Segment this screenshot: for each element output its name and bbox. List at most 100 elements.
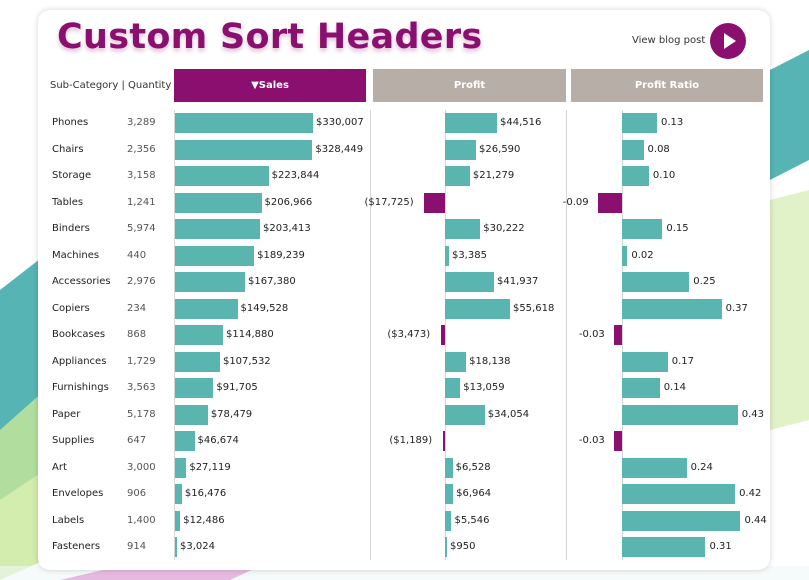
sales-bar: [175, 113, 313, 133]
profit-ratio-value-label: 0.31: [709, 541, 732, 552]
sales-bar: [175, 219, 261, 239]
sales-axis-line: [174, 110, 175, 560]
row-quantity: 906: [127, 488, 147, 499]
sales-value-label: $223,844: [271, 170, 320, 181]
profit-ratio-value-label: 0.42: [739, 488, 762, 499]
sales-bar: [175, 325, 224, 345]
sales-value-label: $189,239: [257, 249, 305, 261]
profit-ratio-value-label: 0.24: [690, 461, 713, 473]
row-quantity: 3,289: [127, 117, 156, 128]
sales-value-label: $206,966: [264, 196, 313, 208]
sales-bar: [175, 457, 187, 478]
profit-bar: [440, 325, 445, 345]
sales-value-label: $328,449: [315, 143, 364, 155]
profit-value-label: $55,618: [512, 302, 555, 314]
sort-header-profit-ratio[interactable]: Profit Ratio: [571, 69, 763, 102]
row-name: Furnishings: [52, 382, 109, 393]
profit-ratio-bar: [622, 166, 649, 186]
row-quantity: 3,000: [127, 461, 156, 473]
profit-bar: [424, 192, 445, 213]
row-header-label: Sub-Category | Quantity: [50, 80, 172, 91]
row-quantity: 3,563: [127, 382, 156, 393]
profit-bar: [445, 219, 481, 239]
profit-bar: [445, 457, 453, 478]
profit-ratio-value-label: 0.08: [647, 143, 670, 155]
profit-value-label: $44,516: [500, 117, 542, 128]
sales-value-label: $16,476: [184, 488, 227, 499]
view-blog-post-link[interactable]: View blog post: [632, 35, 706, 46]
profit-value-label: $3,385: [451, 249, 487, 261]
profit-zero-line: [445, 110, 446, 560]
profit-ratio-bar: [622, 537, 706, 557]
row-name: Storage: [52, 170, 92, 181]
profit-bar: [445, 537, 447, 557]
profit-ratio-value-label: -0.03: [578, 435, 605, 446]
profit-ratio-value-label: 0.02: [631, 249, 654, 261]
row-name: Binders: [52, 223, 90, 234]
sales-value-label: $203,413: [263, 223, 311, 234]
profit-ratio-bar: [622, 272, 690, 292]
profit-bar: [445, 378, 461, 398]
profit-value-label: $6,528: [455, 461, 491, 473]
profit-ratio-bar: [622, 113, 657, 133]
sales-bar: [175, 537, 177, 557]
profit-value-label: $21,279: [472, 170, 515, 181]
profit-bar: [443, 431, 445, 451]
profit-ratio-value-label: 0.17: [671, 355, 695, 367]
column-divider: [370, 110, 371, 560]
view-blog-post-button[interactable]: [710, 23, 746, 59]
profit-bar: [445, 272, 494, 292]
row-quantity: 2,356: [127, 143, 156, 155]
sales-value-label: $27,119: [189, 461, 231, 473]
sales-value-label: $107,532: [222, 355, 271, 367]
profit-ratio-value-label: 0.37: [725, 302, 748, 314]
profit-ratio-bar: [622, 484, 736, 504]
page-title: Custom Sort Headers: [57, 17, 483, 57]
profit-ratio-bar: [622, 219, 663, 239]
profit-value-label: $26,590: [479, 143, 521, 155]
profit-bar: [445, 166, 470, 186]
profit-ratio-bar: [613, 431, 622, 451]
profit-ratio-bar: [622, 351, 668, 372]
row-name: Paper: [52, 408, 81, 420]
profit-ratio-bar: [597, 192, 622, 213]
row-name: Fasteners: [52, 541, 101, 552]
profit-ratio-value-label: 0.25: [693, 276, 716, 287]
sales-value-label: $330,007: [316, 117, 364, 128]
sales-value-label: $91,705: [216, 382, 258, 393]
row-name: Labels: [52, 514, 85, 526]
sort-header-profit[interactable]: Profit: [373, 69, 566, 102]
row-quantity: 868: [127, 329, 147, 340]
ratio-zero-line: [622, 110, 623, 560]
sales-value-label: $114,880: [226, 329, 274, 340]
profit-ratio-value-label: -0.03: [578, 329, 605, 340]
row-quantity: 5,974: [127, 223, 156, 234]
row-quantity: 2,976: [127, 276, 156, 287]
profit-bar: [445, 404, 485, 425]
sales-bar: [175, 404, 208, 425]
profit-bar: [445, 245, 449, 266]
row-quantity: 914: [127, 541, 147, 552]
row-quantity: 647: [127, 435, 147, 446]
sales-value-label: $78,479: [210, 408, 253, 420]
profit-ratio-bar: [622, 378, 660, 398]
profit-ratio-value-label: 0.10: [652, 170, 676, 181]
sales-bar: [175, 510, 181, 531]
sales-value-label: $167,380: [247, 276, 296, 287]
sales-value-label: $149,528: [240, 302, 289, 314]
row-quantity: 1,729: [127, 355, 156, 367]
row-name: Tables: [52, 196, 84, 208]
row-name: Envelopes: [52, 488, 104, 499]
profit-ratio-bar: [622, 245, 628, 266]
profit-value-label: $13,059: [463, 382, 505, 393]
profit-value-label: $6,964: [456, 488, 492, 499]
column-divider: [566, 110, 567, 560]
row-quantity: 1,241: [127, 196, 156, 208]
sort-header-sales[interactable]: ▼Sales: [174, 69, 366, 102]
row-name: Phones: [52, 117, 89, 128]
sales-bar: [175, 484, 182, 504]
sales-bar: [175, 431, 195, 451]
sales-value-label: $12,486: [183, 514, 225, 526]
profit-value-label: $18,138: [469, 355, 511, 367]
profit-bar: [445, 113, 497, 133]
